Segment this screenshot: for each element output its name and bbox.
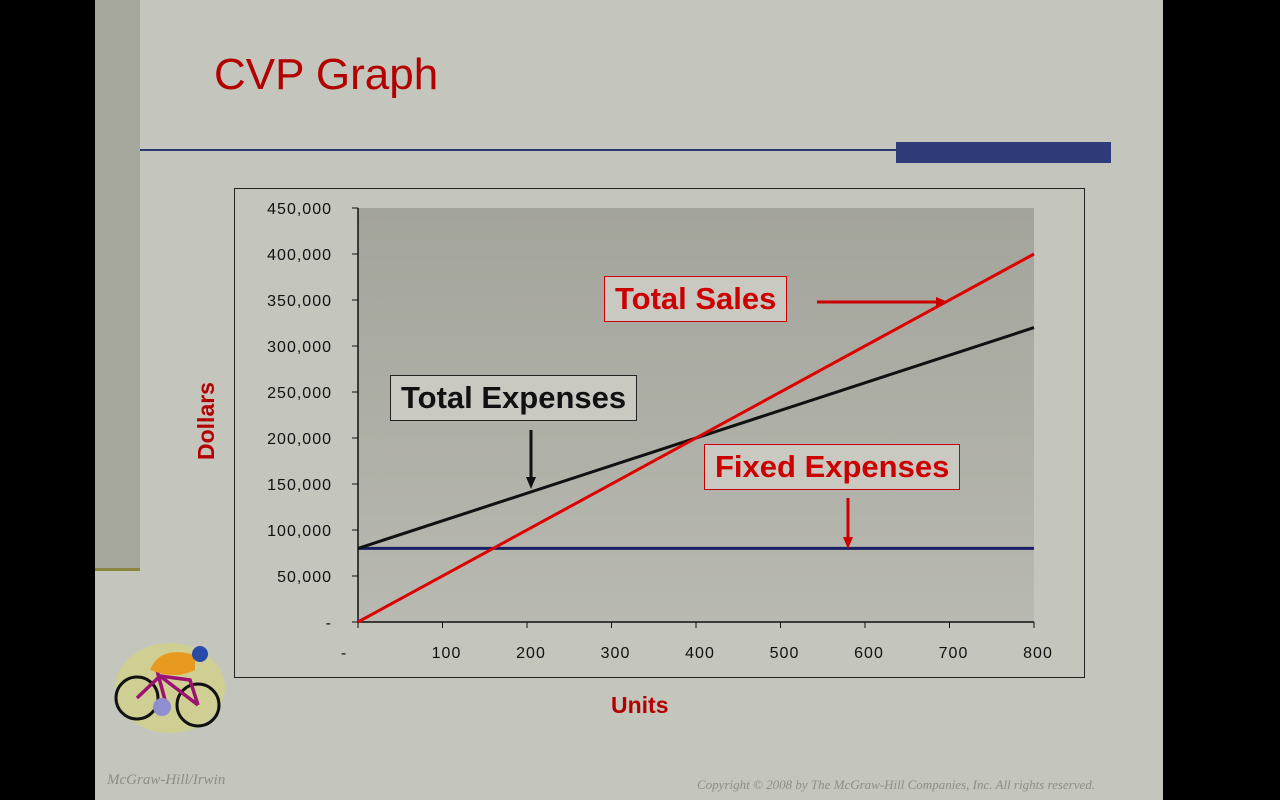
total-sales-callout: Total Sales: [604, 276, 788, 322]
y-tick-label: 250,000: [267, 385, 332, 402]
fixed-expenses-arrowhead: [843, 537, 853, 549]
series-line-total-sales: [357, 252, 1035, 624]
y-tick-label: 150,000: [267, 477, 332, 494]
side-stripe: [95, 0, 140, 571]
x-tick-label: -: [341, 645, 347, 662]
y-tick-label: 300,000: [267, 339, 332, 356]
y-tick-label: 350,000: [267, 293, 332, 310]
fixed-expenses-callout: Fixed Expenses: [704, 444, 961, 490]
copyright-footer: Copyright © 2008 by The McGraw-Hill Comp…: [697, 777, 1096, 792]
cyclist-icon: [114, 643, 225, 733]
y-tick-label: 200,000: [267, 431, 332, 448]
x-tick-label: 600: [854, 645, 884, 662]
title-rule: [140, 149, 900, 151]
chart-frame: [234, 188, 1085, 678]
total-expenses-arrowhead: [526, 477, 536, 489]
y-tick-label: 50,000: [277, 569, 332, 586]
x-tick-label: 800: [1023, 645, 1053, 662]
total-sales-arrowhead: [936, 297, 948, 307]
x-tick-label: 200: [516, 645, 546, 662]
y-tick-label: 450,000: [267, 201, 332, 218]
x-tick-label: 400: [685, 645, 715, 662]
y-tick-label: -: [326, 615, 332, 632]
x-tick-label: 500: [770, 645, 800, 662]
x-axis-label: Units: [611, 692, 669, 718]
publisher-footer: McGraw-Hill/Irwin: [107, 772, 226, 788]
x-tick-label: 700: [939, 645, 969, 662]
title-rule-bar: [896, 142, 1111, 163]
slide-title: CVP Graph: [214, 50, 439, 99]
y-axis-label: Dollars: [193, 382, 219, 460]
y-tick-label: 100,000: [267, 523, 332, 540]
x-tick-label: 100: [432, 645, 462, 662]
y-tick-label: 400,000: [267, 247, 332, 264]
total-expenses-callout: Total Expenses: [390, 375, 638, 421]
x-tick-label: 300: [601, 645, 631, 662]
